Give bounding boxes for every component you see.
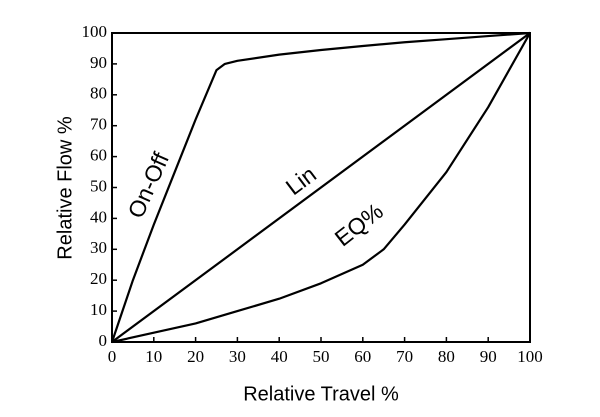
y-tick-label: 20 (90, 269, 107, 288)
series-annotation: EQ% (330, 198, 388, 252)
x-tick-label: 90 (480, 347, 497, 366)
y-tick-label: 30 (90, 238, 107, 257)
x-tick-label: 60 (354, 347, 371, 366)
y-axis-label: Relative Flow % (54, 116, 76, 260)
y-tick-label: 60 (90, 146, 107, 165)
x-tick-label: 30 (229, 347, 246, 366)
x-tick-label: 20 (187, 347, 204, 366)
x-tick-label: 70 (396, 347, 413, 366)
y-tick-label: 80 (90, 84, 107, 103)
series-annotation: On-Off (122, 148, 174, 222)
x-axis-label: Relative Travel % (243, 383, 399, 405)
y-tick-label: 40 (90, 207, 107, 226)
y-tick-label: 50 (90, 176, 107, 195)
y-tick-label: 70 (90, 115, 107, 134)
x-tick-label: 40 (271, 347, 288, 366)
series-line (111, 32, 531, 343)
series-line (111, 32, 531, 344)
x-tick-label: 0 (108, 347, 117, 366)
series-annotation: Lin (281, 161, 321, 200)
y-tick-label: 100 (82, 22, 108, 41)
x-tick-label: 100 (517, 347, 543, 366)
y-tick-label: 90 (90, 53, 107, 72)
x-tick-label: 10 (145, 347, 162, 366)
y-tick-label: 10 (90, 300, 107, 319)
series-line (110, 31, 531, 343)
y-tick-label: 0 (99, 331, 108, 350)
x-tick-label: 50 (313, 347, 330, 366)
x-tick-label: 80 (438, 347, 455, 366)
